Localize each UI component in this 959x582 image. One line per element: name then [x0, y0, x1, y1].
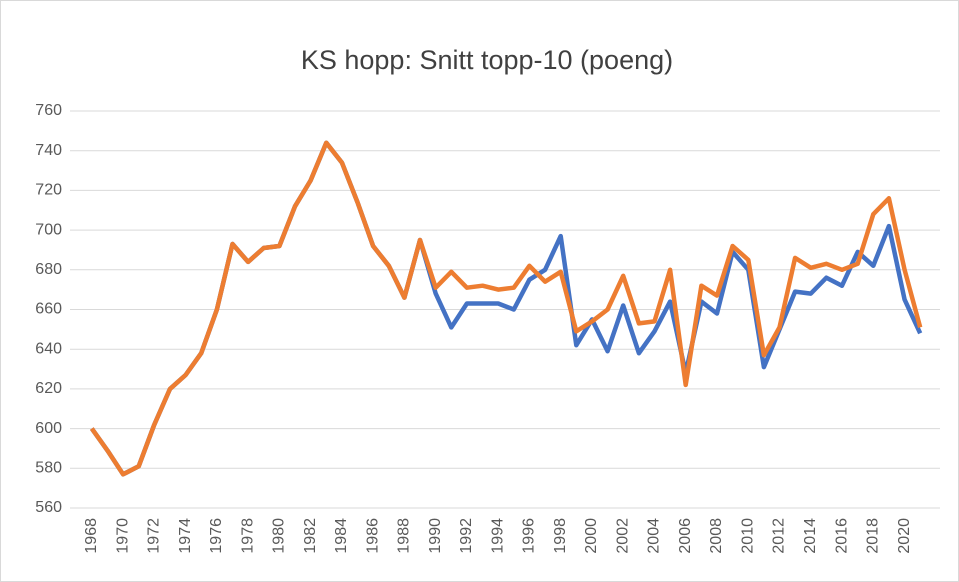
- x-tick-label: 1986: [364, 518, 381, 554]
- line-series: [89, 140, 923, 477]
- y-tick-label: 760: [35, 102, 62, 119]
- y-tick-label: 740: [35, 142, 62, 159]
- y-tick-label: 660: [35, 301, 62, 318]
- x-tick-label: 2016: [833, 518, 850, 554]
- x-tick-label: 2000: [583, 518, 600, 554]
- x-tick-label: 1982: [302, 518, 319, 554]
- x-tick-label: 2006: [677, 518, 694, 554]
- x-tick-label: 2018: [865, 518, 882, 554]
- x-tick-label: 2002: [614, 518, 631, 554]
- y-tick-label: 720: [35, 182, 62, 199]
- y-tick-label: 560: [35, 499, 62, 516]
- x-tick-label: 1980: [271, 518, 288, 554]
- x-tick-label: 2004: [646, 518, 663, 554]
- y-tick-label: 600: [35, 420, 62, 437]
- x-tick-label: 1996: [521, 518, 538, 554]
- y-tick-label: 640: [35, 340, 62, 357]
- y-tick-label: 680: [35, 261, 62, 278]
- y-tick-label: 700: [35, 221, 62, 238]
- x-tick-label: 1992: [458, 518, 475, 554]
- x-tick-label: 1972: [146, 518, 163, 554]
- x-tick-label: 2008: [708, 518, 725, 554]
- x-tick-label: 1970: [114, 518, 131, 554]
- x-tick-label: 2010: [739, 518, 756, 554]
- x-tick-label: 1968: [83, 518, 100, 554]
- x-tick-label: 1976: [208, 518, 225, 554]
- x-tick-label: 1984: [333, 518, 350, 554]
- x-tick-label: 1998: [552, 518, 569, 554]
- x-tick-label: 1978: [239, 518, 256, 554]
- x-tick-label: 2012: [771, 518, 788, 554]
- y-tick-label: 580: [35, 460, 62, 477]
- chart-title: KS hopp: Snitt topp-10 (poeng): [301, 45, 673, 75]
- x-tick-label: 1974: [177, 518, 194, 554]
- x-tick-label: 2020: [896, 518, 913, 554]
- y-tick-label: 620: [35, 380, 62, 397]
- x-tick-label: 2014: [802, 518, 819, 554]
- x-tick-label: 1990: [427, 518, 444, 554]
- x-tick-label: 1988: [396, 518, 413, 554]
- x-tick-label: 1994: [489, 518, 506, 554]
